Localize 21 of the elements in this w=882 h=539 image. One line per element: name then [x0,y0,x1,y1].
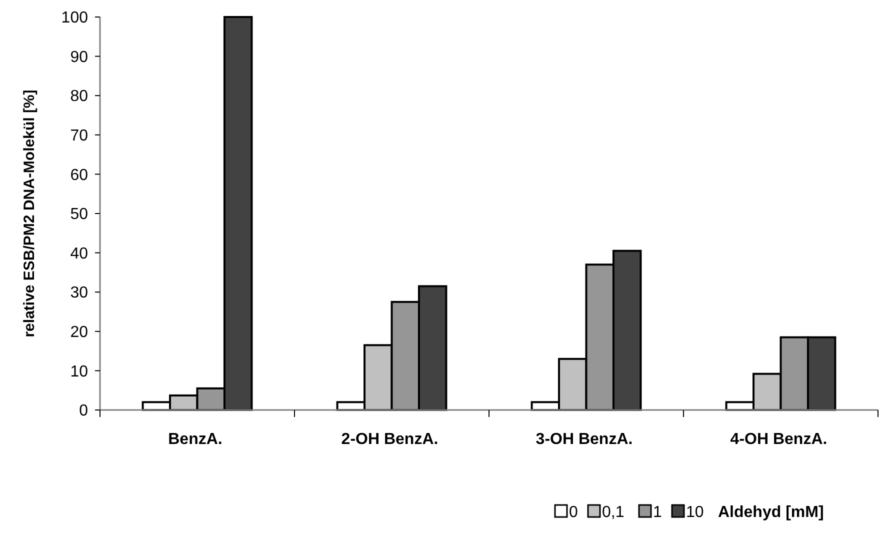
x-tick-label: BenzA. [168,431,222,448]
y-axis-title: relative ESB/PM2 DNA-Molekül [%] [21,90,38,338]
legend-label: 0 [569,504,578,521]
y-tick-label: 40 [70,245,88,262]
y-tick-label: 10 [70,363,88,380]
y-tick-label: 60 [70,166,88,184]
x-tick-label: 2-OH BenzA. [341,431,438,448]
legend-label: 0,1 [602,504,624,521]
x-tick-label: 4-OH BenzA. [730,431,828,448]
y-tick-label: 20 [70,324,88,341]
x-tick-label: 3-OH BenzA. [536,431,633,448]
y-tick-label: 30 [70,284,88,302]
y-tick-label: 0 [79,402,88,420]
y-tick-label: 50 [70,206,88,224]
legend-label: 10 [686,504,704,521]
y-tick-label: 70 [70,128,88,144]
legend-label: 1 [653,504,662,521]
y-tick-label: 80 [70,88,88,106]
legend-title: Aldehyd [mM] [718,504,824,521]
y-tick-label: 90 [70,48,88,66]
y-tick-label: 100 [61,10,88,27]
